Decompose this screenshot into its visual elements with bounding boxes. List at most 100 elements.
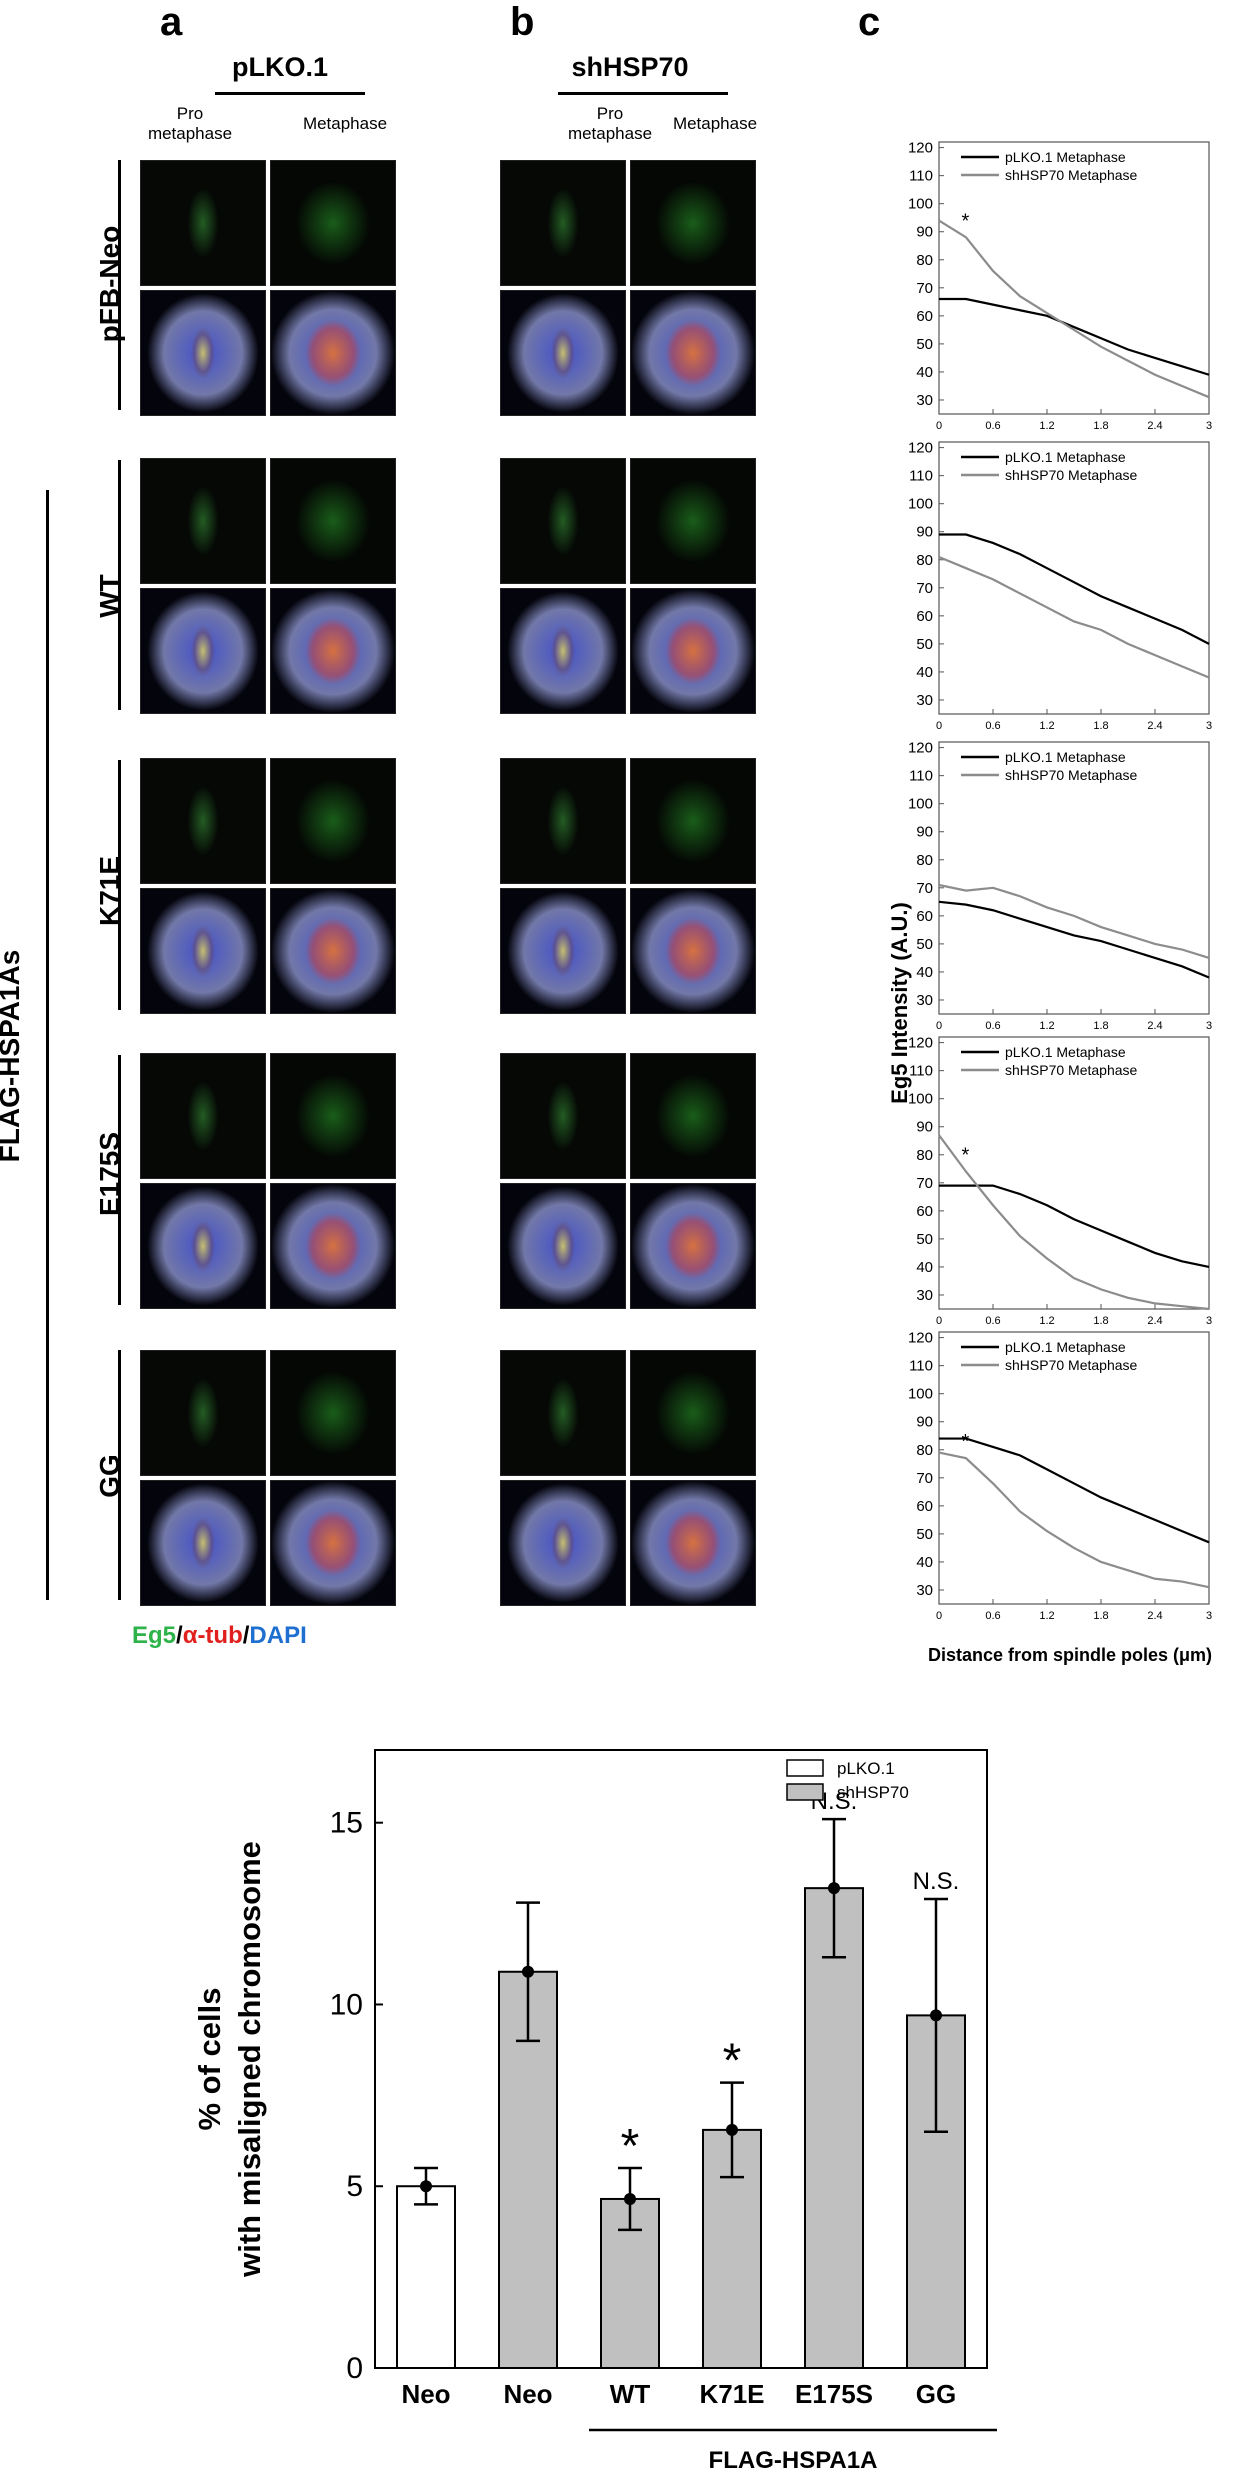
y-tick-label: 60 [916, 1203, 933, 1220]
x-tick-label: 1.8 [1093, 720, 1108, 732]
y-tick-label: 110 [909, 768, 933, 785]
panel-d-bar-chart: 0 5 10 15 % of cells with misaligned chromoso… [192, 1749, 997, 2474]
y-tick-label: 50 [916, 1231, 933, 1248]
y-tick-label: 80 [916, 1147, 933, 1164]
y-tick-label: 110 [909, 1358, 933, 1375]
y-tick-label: 40 [916, 364, 933, 381]
stain-legend: Eg5/α-tub/DAPI [132, 1622, 307, 1650]
legend-label: shHSP70 Metaphase [1005, 167, 1138, 183]
micrograph [270, 588, 396, 714]
micrograph [140, 1350, 266, 1476]
micrograph [630, 1480, 756, 1606]
y-tick-label: 30 [916, 1582, 933, 1599]
row-bracket-gg [118, 1350, 121, 1600]
bar [396, 2185, 456, 2369]
y-tick-label: 110 [909, 1063, 933, 1080]
significance-marker: N.S. [913, 1868, 960, 1895]
y-axis-label-line: % of cells [192, 1988, 227, 2131]
x-tick-label: 3 [1206, 720, 1212, 732]
row-label-e175s: E175S [94, 1131, 125, 1217]
plot-frame [938, 141, 1210, 415]
group-bracket [46, 490, 49, 1600]
micrograph [140, 1480, 266, 1606]
row-label-gg: GG [94, 1454, 125, 1498]
mean-point [828, 1882, 840, 1895]
group-label: FLAG-HSPA1As [0, 949, 25, 1163]
y-tick-label: 90 [916, 1119, 933, 1136]
x-tick-label: 1.2 [1039, 1020, 1054, 1032]
bar [804, 1887, 864, 2369]
plot-frame [938, 441, 1210, 715]
x-tick-label: 1.2 [1039, 1610, 1054, 1622]
x-tick-label: 2.4 [1147, 420, 1162, 432]
micrograph [270, 1480, 396, 1606]
micrograph [630, 888, 756, 1014]
x-tick-label: 1.2 [1039, 420, 1054, 432]
y-tick-label: 60 [916, 308, 933, 325]
y-tick-label: 0 [346, 2352, 363, 2385]
panel-a-col-prometaphase: Pro metaphase [147, 104, 233, 143]
legend-label: pLKO.1 Metaphase [1005, 1339, 1126, 1355]
x-tick-label: 1.8 [1093, 1020, 1108, 1032]
row-bracket-e175s [118, 1055, 121, 1305]
micrograph [500, 758, 626, 884]
x-tick-label: WT [610, 2379, 651, 2409]
x-tick-label: 0.6 [985, 420, 1000, 432]
micrograph [500, 160, 626, 286]
y-tick-label: 100 [908, 1386, 933, 1403]
mean-point [930, 2009, 942, 2022]
y-tick-label: 50 [916, 336, 933, 353]
micrograph [270, 458, 396, 584]
micrograph [630, 758, 756, 884]
panel-a-col-metaphase: Metaphase [302, 114, 388, 133]
significance-marker: * [621, 2120, 640, 2173]
row-bracket-wt [118, 460, 121, 710]
micrograph [630, 160, 756, 286]
legend-label: pLKO.1 Metaphase [1005, 149, 1126, 165]
x-tick-label: 0.6 [985, 1315, 1000, 1327]
legend-label: pLKO.1 [837, 1759, 895, 1778]
x-tick-label: Neo [503, 2379, 552, 2409]
micrograph [500, 1480, 626, 1606]
y-tick-label: 90 [916, 824, 933, 841]
plot-frame [938, 741, 1210, 1015]
micrograph [270, 290, 396, 416]
micrograph [500, 458, 626, 584]
y-tick-label: 120 [908, 440, 933, 457]
x-tick-label: 0.6 [985, 720, 1000, 732]
panel-label-a: a [160, 0, 183, 44]
y-tick-label: 5 [346, 2170, 363, 2203]
series-line [939, 1184, 1210, 1269]
x-tick-label: 0 [936, 720, 942, 732]
plot-frame [938, 1036, 1210, 1310]
x-tick-label: 0 [936, 420, 942, 432]
micrograph [630, 1350, 756, 1476]
significance-marker: * [723, 2035, 742, 2088]
micrograph [500, 290, 626, 416]
legend-swatch [786, 1759, 824, 1777]
legend-label: shHSP70 Metaphase [1005, 467, 1138, 483]
x-tick-label: Neo [401, 2379, 450, 2409]
bar [600, 2197, 660, 2370]
y-tick-label: 40 [916, 964, 933, 981]
legend-label: pLKO.1 Metaphase [1005, 449, 1126, 465]
micrograph [140, 758, 266, 884]
micrograph [630, 1183, 756, 1309]
micrograph [630, 588, 756, 714]
y-tick-label: 120 [908, 1035, 933, 1052]
y-tick-label: 10 [330, 1988, 363, 2021]
micrograph [630, 1053, 756, 1179]
y-tick-label: 80 [916, 852, 933, 869]
y-tick-label: 90 [916, 524, 933, 541]
y-tick-label: 120 [908, 1330, 933, 1347]
y-tick-label: 90 [916, 1414, 933, 1431]
row-label-wt: WT [94, 574, 125, 618]
y-tick-label: 40 [916, 1259, 933, 1276]
micrograph [270, 888, 396, 1014]
stain-eg5: Eg5 [132, 1622, 177, 1649]
y-tick-label: 30 [916, 692, 933, 709]
series-line [938, 1134, 1210, 1311]
x-tick-label: GG [916, 2379, 956, 2409]
micrograph [500, 588, 626, 714]
series-line [939, 297, 1210, 376]
